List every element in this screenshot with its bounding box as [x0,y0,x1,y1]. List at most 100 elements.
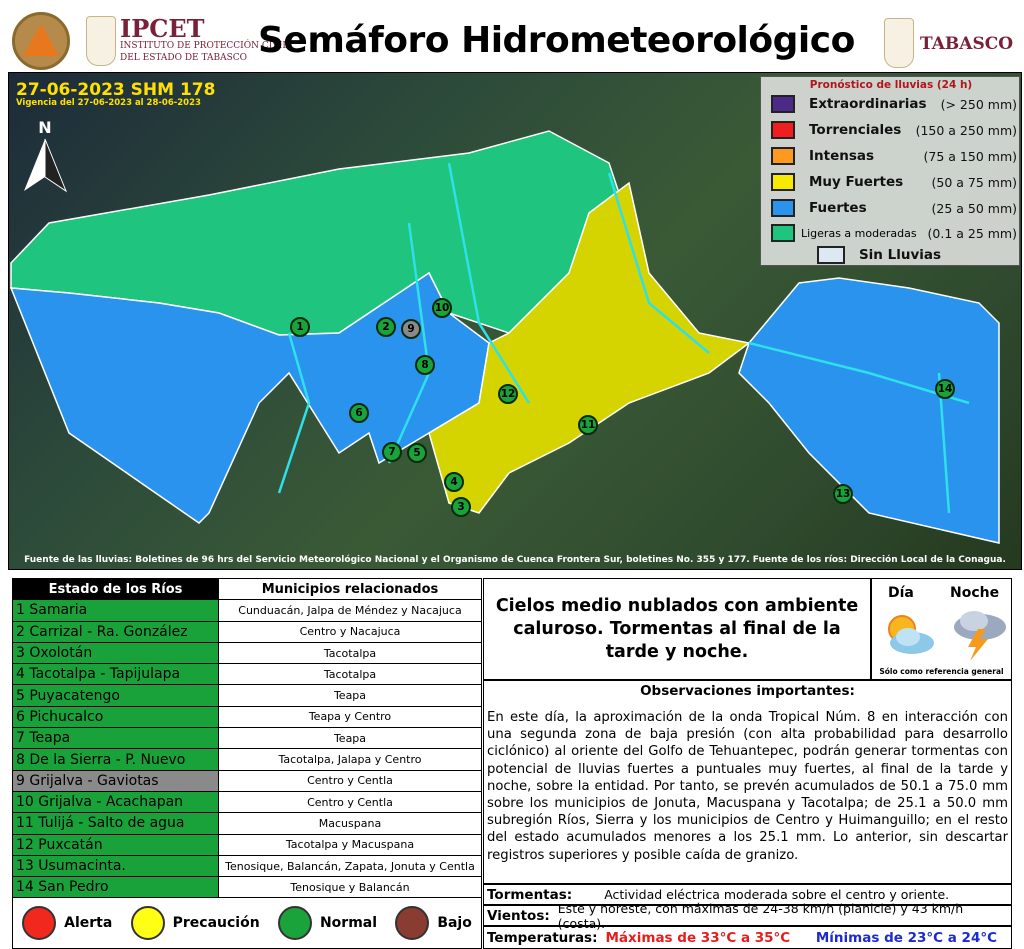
municipalities: Teapa y Centro [218,705,482,729]
river-name: 12 Puxcatán [12,833,219,856]
forecast-summary: Cielos medio nublados con ambiente calur… [483,578,871,680]
river-marker-4[interactable]: 4 [444,472,464,492]
river-marker-5[interactable]: 5 [407,443,427,463]
legend-swatch [771,121,795,139]
legend-item: Fuertes (25 a 50 mm) [771,198,1017,218]
status-legend: Alerta Precaución Normal Bajo [12,897,482,949]
validity-period: Vigencia del 27-06-2023 al 28-06-2023 [16,98,201,108]
river-marker-1[interactable]: 1 [290,317,310,337]
river-marker-14[interactable]: 14 [935,379,955,399]
municipalities: Cunduacán, Jalpa de Méndez y Nacajuca [218,599,482,622]
tabasco-state-crest-logo [884,18,914,68]
bulletin-id: 27-06-2023 SHM 178 [16,80,216,100]
green-dot-icon [277,906,312,940]
river-marker-2[interactable]: 2 [376,317,396,337]
river-marker-8[interactable]: 8 [415,355,435,375]
river-name: 4 Tacotalpa - Tapijulapa [12,663,219,686]
legend-swatch [771,95,795,113]
status-bajo: Bajo [395,906,472,940]
max-temp: Máximas de 33°C a 35°C [605,929,791,946]
institute-name: INSTITUTO DE PROTECCIÓN CIVIL DEL ESTADO … [120,41,289,63]
municipalities: Tacotalpa y Macuspana [218,833,482,856]
river-name: 6 Pichucalco [12,705,219,729]
status-alerta: Alerta [22,906,112,940]
river-name: 10 Grijalva - Acachapan [12,790,219,814]
table-row: 8 De la Sierra - P. Nuevo Tacotalpa, Jala… [12,748,482,771]
river-name: 3 Oxolotán [12,641,219,665]
river-marker-9[interactable]: 9 [401,319,421,339]
river-name: 9 Grijalva - Gaviotas [12,769,219,792]
municipalities: Tenosique y Balancán [218,876,482,899]
state-name: TABASCO [920,34,1014,54]
municipalities: Centro y Centla [218,769,482,792]
legend-swatch [816,246,845,264]
night-label: Noche [950,585,1000,601]
legend-item: Intensas (75 a 150 mm) [771,146,1017,166]
legend-item: Muy Fuertes (50 a 75 mm) [771,172,1017,192]
municipalities: Tacotalpa [218,641,482,665]
legend-swatch [771,173,795,191]
river-marker-11[interactable]: 11 [578,415,598,435]
river-marker-13[interactable]: 13 [833,484,853,504]
table-row: 9 Grijalva - Gaviotas Centro y Centla [12,769,482,792]
municipalities: Macuspana [218,812,482,835]
table-row: 1 Samaria Cunduacán, Jalpa de Méndez y Na… [12,599,482,622]
table-row: 12 Puxcatán Tacotalpa y Macuspana [12,833,482,856]
legend-item: Ligeras a moderadas (0.1 a 25 mm) [771,223,1017,243]
municipalities: Teapa [218,684,482,707]
river-name: 14 San Pedro [12,876,219,899]
municipalities: Centro y Nacajuca [218,620,482,643]
rain-legend: Pronóstico de lluvias (24 h) Extraordina… [760,76,1020,266]
observations-text: En este día, la aproximación de la onda … [487,710,1008,863]
legend-swatch [771,224,795,242]
river-marker-12[interactable]: 12 [498,384,518,404]
reference-note: Sólo como referencia general [879,667,1004,676]
yellow-dot-icon [130,906,165,940]
river-name: 2 Carrizal - Ra. González [12,620,219,643]
legend-swatch [771,147,795,165]
min-temp: Mínimas de 23°C a 24°C [815,929,997,946]
partly-cloudy-sun-icon [888,615,934,654]
legend-swatch [771,199,795,217]
red-dot-icon [22,906,57,940]
col-header-river: Estado de los Ríos [12,577,219,601]
legend-item: Sin Lluvias [771,245,1017,265]
status-normal: Normal [277,906,377,940]
observations-title: Observaciones importantes: [640,683,855,699]
table-row: 2 Carrizal - Ra. González Centro y Nacaju… [12,620,482,643]
legend-item: Extraordinarias (> 250 mm) [771,94,1017,114]
table-row: 14 San Pedro Tenosique y Balancán [12,876,482,899]
table-row: 3 Oxolotán Tacotalpa [12,641,482,665]
river-name: 8 De la Sierra - P. Nuevo [12,748,219,771]
municipalities: Tacotalpa, Jalapa y Centro [218,748,482,771]
day-night-panel: Día Noche Sólo como referencia general [871,578,1012,680]
legend-title: Pronóstico de lluvias (24 h) [809,79,973,91]
river-name: 7 Teapa [12,727,219,750]
river-marker-6[interactable]: 6 [349,403,369,423]
thunderstorm-icon [954,611,1006,661]
tabasco-crest-logo [86,16,116,66]
river-name: 5 Puyacatengo [12,684,219,707]
ipcet-logo-text: IPCET [120,14,205,43]
table-row: 11 Tulijá - Salto de agua Macuspana [12,812,482,835]
col-header-municipalities: Municipios relacionados [218,577,482,601]
rain-forecast-map: 1 2 3 4 5 6 7 8 9 10 11 12 13 14 [8,72,1022,570]
river-marker-7[interactable]: 7 [382,442,402,462]
status-precaucion: Precaución [130,906,260,940]
proteccion-civil-seal-logo [12,12,70,70]
storms-row: Tormentas: Actividad eléctrica moderada s… [483,884,1012,905]
table-row: 6 Pichucalco Teapa y Centro [12,705,482,729]
river-name: 13 Usumacinta. [12,854,219,878]
table-row: 5 Puyacatengo Teapa [12,684,482,707]
municipalities: Teapa [218,727,482,750]
river-name: 1 Samaria [12,599,219,622]
table-row: 4 Tacotalpa - Tapijulapa Tacotalpa [12,663,482,686]
north-arrow-icon: N [20,118,70,198]
observations-panel: Observaciones importantes: En este día, … [483,680,1012,884]
brown-dot-icon [395,906,430,940]
river-marker-3[interactable]: 3 [451,497,471,517]
table-row: 13 Usumacinta. Tenosique, Balancán, Zapat… [12,854,482,878]
river-status-table: Estado de los Ríos Municipios relacionado… [12,577,482,899]
river-marker-10[interactable]: 10 [432,298,452,318]
page-title: Semáforo Hidrometeorológico [258,20,855,61]
